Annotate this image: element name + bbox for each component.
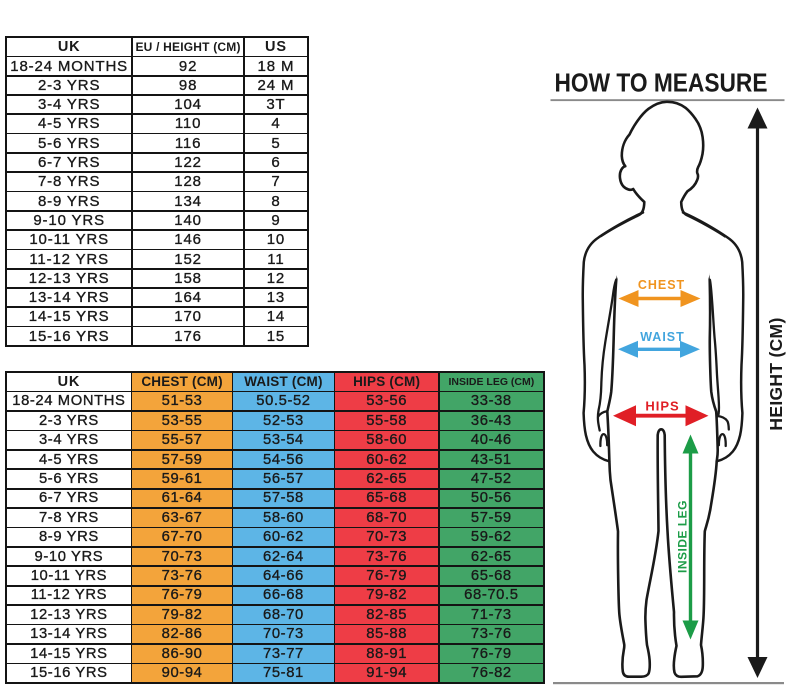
svg-text:WAIST: WAIST [640, 330, 685, 344]
svg-text:INSIDE LEG: INSIDE LEG [676, 500, 690, 573]
svg-text:HEIGHT (CM): HEIGHT (CM) [766, 317, 786, 430]
svg-text:HOW TO MEASURE: HOW TO MEASURE [555, 68, 768, 98]
svg-text:CHEST: CHEST [638, 278, 685, 292]
svg-text:HIPS: HIPS [645, 399, 679, 414]
